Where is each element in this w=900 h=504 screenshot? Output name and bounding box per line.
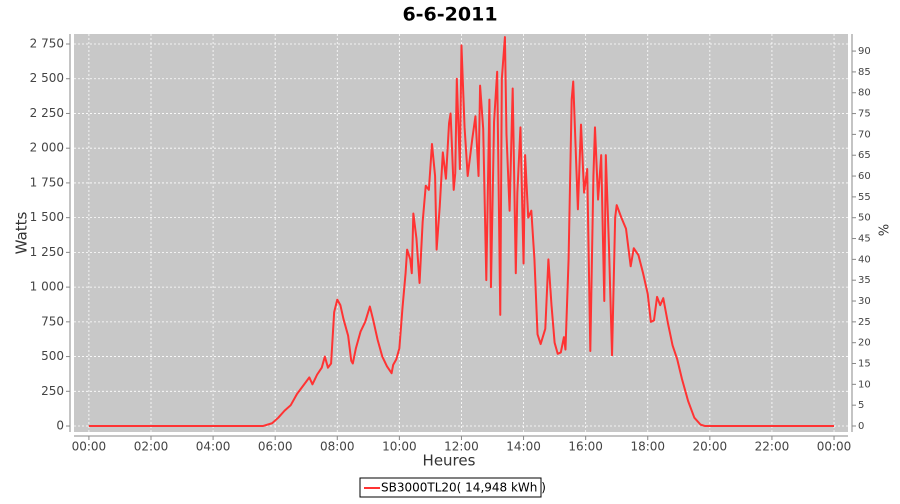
y-tick-label: 2 000 [30,141,64,155]
y-tick-label: 1 000 [30,280,64,294]
x-tick-label: 04:00 [196,440,231,454]
x-tick-label: 12:00 [444,440,479,454]
y2-tick-label: 55 [858,192,871,203]
y2-tick-label: 15 [858,359,871,370]
y2-tick-label: 60 [858,171,871,182]
x-tick-label: 10:00 [382,440,417,454]
y-tick-label: 750 [41,314,64,328]
y-tick-label: 250 [41,384,64,398]
y2-tick-label: 65 [858,150,871,161]
y2-tick-label: 25 [858,317,871,328]
y2-tick-label: 90 [858,46,871,57]
y2-tick-label: 10 [858,379,871,390]
y-tick-label: 2 500 [30,71,64,85]
x-tick-label: 22:00 [755,440,790,454]
y-tick-label: 1 250 [30,245,64,259]
y2-tick-label: 30 [858,296,871,307]
y-tick-label: 2 250 [30,106,64,120]
chart-title: 6-6-2011 [402,4,497,26]
series-line [88,36,835,428]
y2-tick-label: 85 [858,67,871,78]
y2-tick-label: 50 [858,213,871,224]
legend: SB3000TL20( 14,948 kWh ) [364,481,546,495]
x-tick-label: 16:00 [568,440,603,454]
x-tick-label: 14:00 [506,440,541,454]
x-tick-label: 06:00 [258,440,293,454]
y2-tick-label: 20 [858,338,871,349]
y-tick-label: 0 [56,419,64,433]
x-tick-label: 20:00 [693,440,728,454]
legend-box [359,477,542,498]
y2-tick-label: 70 [858,129,871,140]
y2-tick-label: 80 [858,88,871,99]
y2-tick-label: 0 [858,421,864,432]
x-tick-label: 08:00 [320,440,355,454]
y2-tick-label: 40 [858,254,871,265]
y2-tick-label: 5 [858,400,864,411]
x-axis-label: Heures [423,452,476,470]
y2-tick-label: 45 [858,234,871,245]
x-tick-label: 02:00 [134,440,169,454]
y2-tick-label: 75 [858,109,871,120]
y-tick-label: 1 750 [30,175,64,189]
y-tick-label: 2 750 [30,37,64,51]
x-tick-label: 00:00 [72,440,107,454]
x-tick-label: 00:00 [817,440,852,454]
y2-axis-label: % [875,224,890,236]
x-tick-label: 18:00 [630,440,665,454]
legend-label: SB3000TL20( 14,948 kWh ) [381,481,546,495]
y2-tick-label: 35 [858,275,871,286]
y-axis-label: Watts [13,212,31,255]
y-tick-label: 500 [41,349,64,363]
y-tick-label: 1 500 [30,210,64,224]
